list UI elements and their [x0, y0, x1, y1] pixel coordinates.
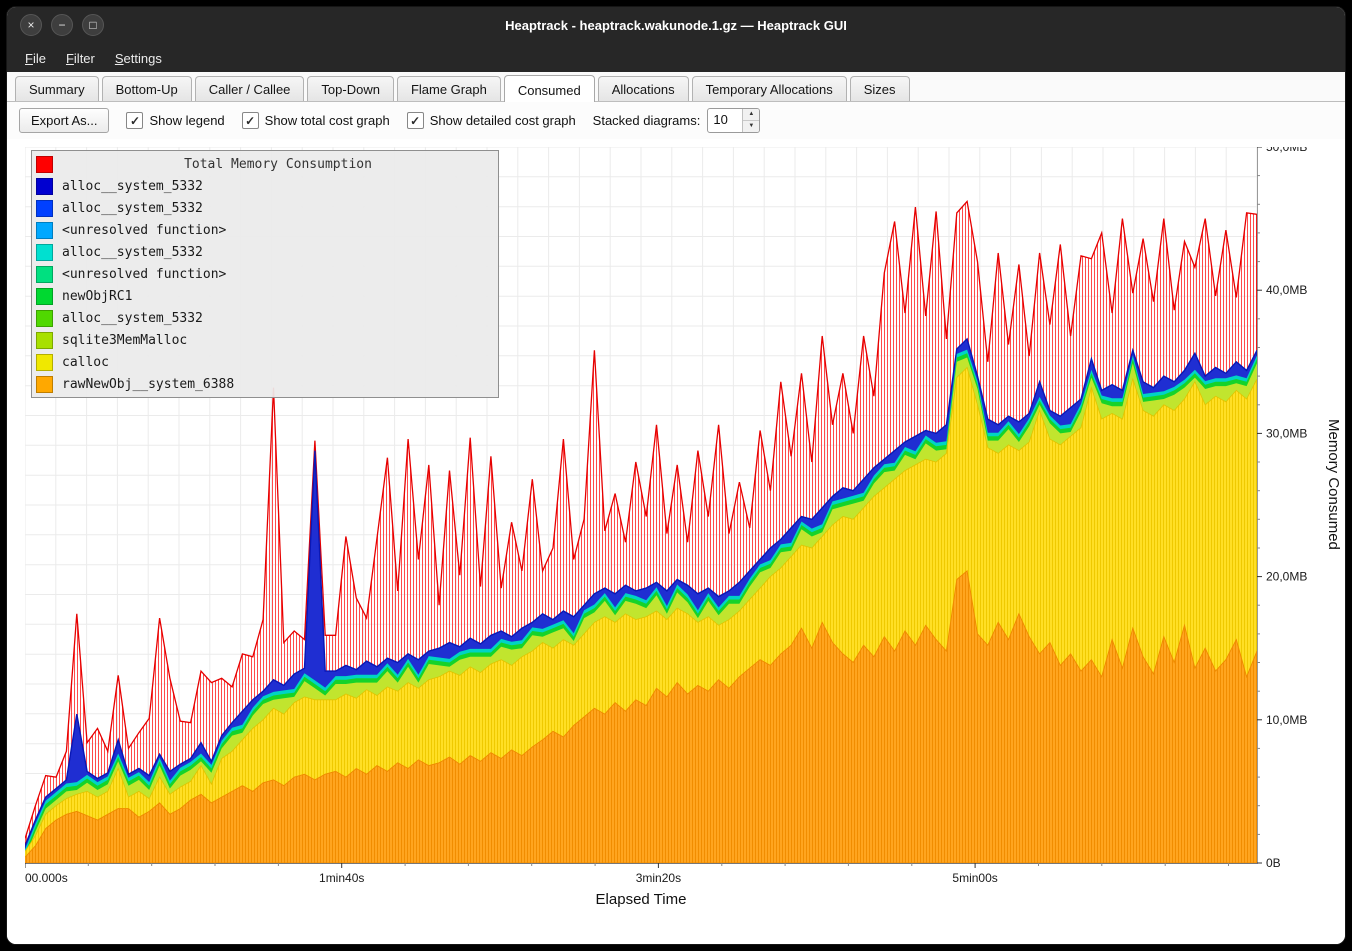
legend-swatch	[36, 309, 53, 327]
legend-label: <unresolved function>	[62, 222, 227, 238]
y-tick-label: 10,0MB	[1266, 713, 1307, 727]
y-tick-label: 50,0MB	[1266, 147, 1307, 154]
checkbox-icon: ✓	[241, 112, 259, 129]
legend-label: alloc__system_5332	[62, 200, 203, 216]
menu-item-filter[interactable]: Filter	[65, 50, 95, 66]
legend-row: <unresolved function>	[32, 263, 498, 285]
legend-row: calloc	[32, 351, 498, 373]
legend-row: sqlite3MemMalloc	[32, 329, 498, 351]
legend-row: alloc__system_5332	[32, 241, 498, 263]
x-tick-label: 1min40s	[319, 871, 364, 885]
axes: 0B 10,0MB 20,0MB 30,0MB 40,0MB 50,0MB 00.000s 1…	[25, 147, 1307, 885]
export-as-button[interactable]: Export As...	[19, 108, 110, 133]
checkbox-icon: ✓	[126, 112, 144, 129]
tab-flame-graph[interactable]: Flame Graph	[396, 76, 501, 101]
legend-swatch	[36, 265, 53, 283]
legend-label: alloc__system_5332	[62, 244, 203, 260]
tabbar: Summary Bottom-Up Caller / Callee Top-Do…	[7, 72, 1345, 102]
spin-up-icon: ▲	[748, 111, 755, 117]
legend-swatch-total	[36, 155, 53, 173]
legend-swatch	[36, 287, 53, 305]
legend-label: rawNewObj__system_6388	[62, 376, 235, 392]
tab-summary[interactable]: Summary	[15, 76, 99, 101]
tab-consumed[interactable]: Consumed	[503, 75, 595, 102]
window-title: Heaptrack - heaptrack.wakunode.1.gz — He…	[505, 18, 847, 33]
legend-swatch	[36, 331, 53, 349]
y-tick-label: 30,0MB	[1266, 426, 1307, 440]
menu-item-file[interactable]: File	[25, 50, 46, 66]
y-tick-label: 40,0MB	[1266, 283, 1307, 297]
toolbar: Export As... ✓ Show legend ✓ Show total …	[7, 102, 1345, 139]
stacked-diagrams-spinbox[interactable]: 10 ▲ ▼	[707, 108, 761, 133]
checkbox-show-total-cost-graph[interactable]: ✓ Show total cost graph	[241, 112, 390, 129]
y-axis-title: Memory Consumed	[1325, 419, 1342, 550]
legend-label: calloc	[62, 354, 109, 370]
legend-row: alloc__system_5332	[32, 175, 498, 197]
checkbox-icon: ✓	[406, 112, 424, 129]
legend-label: alloc__system_5332	[62, 178, 203, 194]
chart-area: 0B 10,0MB 20,0MB 30,0MB 40,0MB 50,0MB 00.000s 1…	[7, 139, 1345, 944]
tab-bottom-up[interactable]: Bottom-Up	[101, 76, 192, 101]
maximize-icon: □	[89, 18, 97, 32]
checkbox-label: Show legend	[149, 113, 225, 128]
y-tick-label: 20,0MB	[1266, 570, 1307, 584]
spinbox-value[interactable]: 10	[713, 112, 728, 127]
minimize-button[interactable]: −	[51, 14, 73, 36]
legend-swatch	[36, 353, 53, 371]
legend-row: rawNewObj__system_6388	[32, 373, 498, 395]
legend-swatch	[36, 177, 53, 195]
tab-top-down[interactable]: Top-Down	[307, 76, 394, 101]
y-tick-label: 0B	[1266, 856, 1281, 870]
spin-up-button[interactable]: ▲	[743, 109, 760, 120]
legend-label: sqlite3MemMalloc	[62, 332, 188, 348]
window-controls: × − □	[20, 14, 104, 36]
legend-row: alloc__system_5332	[32, 307, 498, 329]
legend-swatch	[36, 375, 53, 393]
memory-consumption-chart: 0B 10,0MB 20,0MB 30,0MB 40,0MB 50,0MB 00.000s 1…	[25, 147, 1307, 885]
legend-swatch	[36, 199, 53, 217]
checkbox-label: Show total cost graph	[264, 113, 390, 128]
spinbox-buttons: ▲ ▼	[742, 109, 760, 132]
menubar: File Filter Settings	[7, 44, 1345, 72]
legend-label: alloc__system_5332	[62, 310, 203, 326]
spin-down-icon: ▼	[748, 123, 755, 129]
rawnewobj-area	[25, 570, 1258, 864]
x-tick-label: 3min20s	[636, 871, 681, 885]
titlebar: × − □ Heaptrack - heaptrack.wakunode.1.g…	[7, 7, 1345, 44]
legend-title-row: Total Memory Consumption	[32, 153, 498, 175]
legend-title: Total Memory Consumption	[184, 156, 372, 172]
legend-label: <unresolved function>	[62, 266, 227, 282]
x-tick-label: 00.000s	[25, 871, 68, 885]
tab-temporary-allocations[interactable]: Temporary Allocations	[691, 76, 847, 101]
checkbox-show-legend[interactable]: ✓ Show legend	[126, 112, 225, 129]
stacked-diagrams-group: Stacked diagrams: 10 ▲ ▼	[593, 108, 761, 133]
legend-row: alloc__system_5332	[32, 197, 498, 219]
legend-row: newObjRC1	[32, 285, 498, 307]
x-tick-label: 5min00s	[952, 871, 997, 885]
legend-label: newObjRC1	[62, 288, 133, 304]
spin-down-button[interactable]: ▼	[743, 120, 760, 132]
close-button[interactable]: ×	[20, 14, 42, 36]
x-axis-title: Elapsed Time	[595, 891, 687, 908]
tab-sizes[interactable]: Sizes	[849, 76, 910, 101]
close-icon: ×	[27, 18, 35, 32]
legend-row: <unresolved function>	[32, 219, 498, 241]
checkbox-show-detailed-cost-graph[interactable]: ✓ Show detailed cost graph	[406, 112, 576, 129]
checkbox-label: Show detailed cost graph	[429, 113, 576, 128]
legend-swatch	[36, 243, 53, 261]
menu-item-settings[interactable]: Settings	[114, 50, 162, 66]
app-window: × − □ Heaptrack - heaptrack.wakunode.1.g…	[6, 6, 1346, 945]
stacked-diagrams-label: Stacked diagrams:	[592, 113, 701, 128]
chart-legend: Total Memory Consumption alloc__system_5…	[31, 150, 499, 398]
tab-caller-callee[interactable]: Caller / Callee	[194, 76, 305, 101]
legend-swatch	[36, 221, 53, 239]
maximize-button[interactable]: □	[82, 14, 104, 36]
minimize-icon: −	[58, 18, 66, 32]
tab-allocations[interactable]: Allocations	[597, 76, 689, 101]
